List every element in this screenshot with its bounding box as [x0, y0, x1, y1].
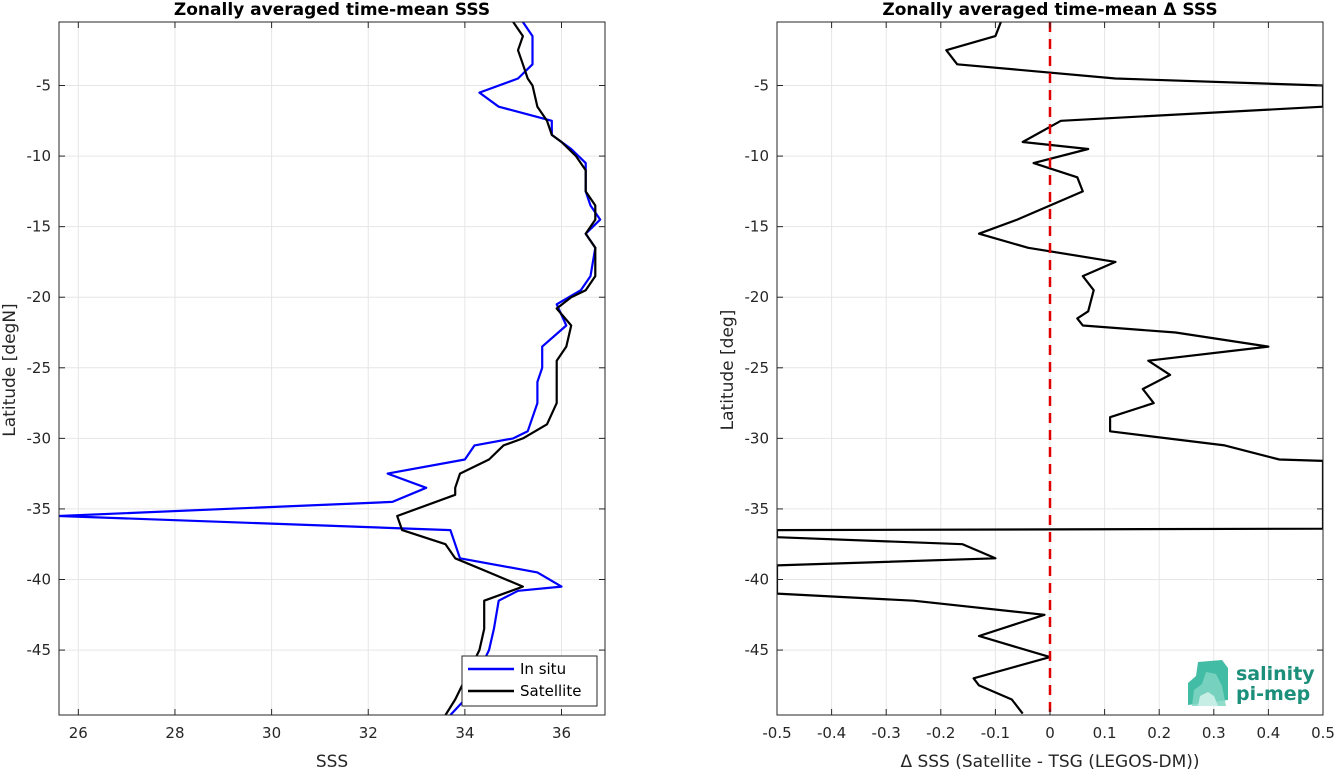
x-tick-label: -0.2	[926, 724, 955, 742]
grid	[59, 22, 605, 715]
logo-line-2: pi-mep	[1236, 683, 1310, 705]
x-tick-label: 0.2	[1147, 724, 1171, 742]
series-line-in-situ	[59, 22, 602, 715]
x-tick-label: -0.3	[872, 724, 901, 742]
axes-frame	[58, 21, 606, 716]
y-tick-label: -40	[27, 571, 52, 589]
x-tick-label: 30	[262, 724, 281, 742]
series-layer	[59, 22, 602, 715]
series-layer	[777, 22, 1323, 715]
logo-mark-icon	[1188, 660, 1228, 706]
y-tick-label: -20	[27, 288, 52, 306]
x-axis-label: Δ SSS (Satellite - TSG (LEGOS-DM))	[900, 752, 1199, 769]
x-tick-label: -0.4	[817, 724, 846, 742]
legend-box	[461, 655, 598, 707]
tick-layer: -0.5 -0.4 -0.3 -0.2 -0.1 0 0.1 0.2 0.3 0.4 0.5 -45 -…	[745, 22, 1335, 742]
x-tick-label: 34	[455, 724, 474, 742]
y-tick-label: -15	[27, 218, 52, 236]
legend: In situ Satellite	[461, 655, 598, 707]
tick-layer: 26 28 30 32 34 36 -45 -40 -35 -30 -25 -20 -15 -10 -5	[27, 22, 605, 742]
y-axis-label: Latitude [degN]	[0, 303, 20, 436]
x-tick-label: 36	[552, 724, 571, 742]
y-tick-label: -45	[745, 641, 770, 659]
y-tick-label: -30	[745, 429, 770, 447]
series-line-satellite	[396, 22, 597, 715]
logo-line-1: salinity	[1236, 663, 1315, 685]
x-axis-label: SSS	[316, 752, 348, 769]
series-line-delta-sss	[777, 22, 1323, 715]
x-tick-label: 0	[1045, 724, 1055, 742]
x-tick-label: 0.4	[1256, 724, 1280, 742]
legend-label-in-situ: In situ	[520, 660, 566, 678]
y-tick-label: -45	[27, 641, 52, 659]
y-tick-label: -25	[27, 359, 52, 377]
y-tick-label: -5	[754, 77, 769, 95]
x-tick-label: -0.5	[762, 724, 791, 742]
chart-delta-sss-profile: Zonally averaged time-mean Δ SSS -0.5 -0.…	[718, 0, 1335, 769]
x-tick-label: 26	[69, 724, 88, 742]
y-tick-label: -40	[745, 571, 770, 589]
y-tick-label: -35	[27, 500, 52, 518]
y-tick-label: -10	[27, 147, 52, 165]
legend-label-satellite: Satellite	[520, 682, 581, 700]
y-tick-label: -10	[745, 147, 770, 165]
chart-title: Zonally averaged time-mean Δ SSS	[882, 0, 1217, 20]
x-tick-label: 0.5	[1311, 724, 1335, 742]
y-axis-label: Latitude [deg]	[718, 310, 738, 431]
y-tick-label: -25	[745, 359, 770, 377]
y-tick-label: -35	[745, 500, 770, 518]
x-tick-label: -0.1	[981, 724, 1010, 742]
x-tick-label: 0.3	[1202, 724, 1226, 742]
x-tick-label: 32	[359, 724, 378, 742]
y-tick-label: -15	[745, 218, 770, 236]
y-tick-label: -5	[36, 77, 51, 95]
x-tick-label: 0.1	[1093, 724, 1117, 742]
chart-title: Zonally averaged time-mean SSS	[174, 0, 490, 20]
chart-sss-profile: Zonally averaged time-mean SSS 26 28 30 32 3…	[0, 0, 606, 769]
salinity-pi-mep-logo: salinity pi-mep	[1188, 660, 1315, 706]
y-tick-label: -30	[27, 429, 52, 447]
y-tick-label: -20	[745, 288, 770, 306]
x-tick-label: 28	[165, 724, 184, 742]
